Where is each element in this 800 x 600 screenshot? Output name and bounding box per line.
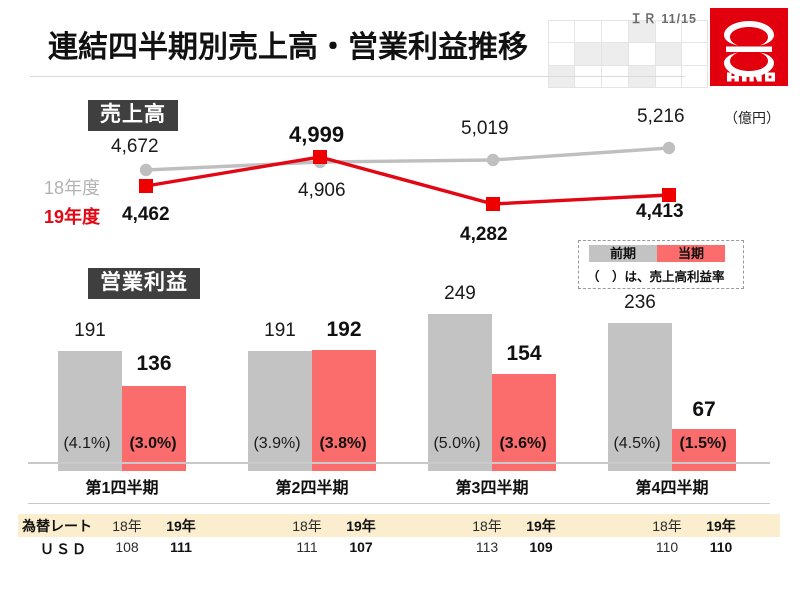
legend-swatch-prev: 前期 [589, 245, 657, 262]
bar-prev-q4 [608, 323, 672, 471]
legend-swatch-row: 前期 当期 [589, 245, 725, 262]
fx-usd-curr-q1: 111 [170, 539, 192, 555]
bar-label-prev-q2: 191 [264, 320, 296, 341]
sales-line-chart [0, 96, 800, 246]
fx-head-curr-q1: 19年 [166, 518, 196, 534]
fx-head-prev-q3: 18年 [472, 518, 502, 534]
sales-value-prev-q4: 5,216 [637, 106, 685, 127]
bar-label-prev-q1: 191 [74, 320, 106, 341]
page-title: 連結四半期別売上高・営業利益推移 [48, 31, 528, 64]
series-line-prev [145, 146, 670, 172]
bar-margin-prev-q3: (5.0%) [433, 435, 481, 452]
operating-income-section-chip: 営業利益 [88, 268, 200, 300]
bar-label-prev-q3: 249 [444, 283, 476, 304]
quarter-label-q1: 第1四半期 [85, 480, 159, 497]
fx-rate-table: 為替レート 18年 19年 18年 19年 18年 19年 18年 19年 ＵＳ… [18, 514, 780, 560]
fx-head-prev-q2: 18年 [292, 518, 322, 534]
fx-usd-prev-q1: 108 [115, 539, 139, 555]
quarter-label-q4: 第4四半期 [635, 480, 709, 497]
legend-note: （ ）は、売上高利益率 [587, 270, 725, 284]
fx-usd-prev-q3: 113 [475, 539, 499, 555]
sales-value-curr-q2: 4,999 [289, 122, 345, 147]
marker-curr-q2 [313, 150, 327, 164]
series-line-curr [145, 155, 670, 206]
fx-usd-row: ＵＳＤ 108 111 111 107 113 109 110 110 [18, 537, 780, 560]
marker-prev-q3 [486, 153, 500, 167]
sales-value-prev-q1: 4,672 [111, 136, 159, 157]
marker-curr-q1 [139, 179, 153, 193]
bar-prev-q3 [428, 314, 492, 471]
bar-margin-curr-q4: (1.5%) [679, 435, 727, 452]
bar-chart-baseline [28, 462, 770, 464]
marker-curr-q3 [486, 197, 500, 211]
fx-currency-label: ＵＳＤ [40, 541, 88, 557]
marker-prev-q4 [662, 141, 676, 155]
bar-margin-curr-q3: (3.6%) [499, 435, 547, 452]
sales-value-curr-q3: 4,282 [460, 224, 508, 245]
quarter-label-q3: 第3四半期 [455, 480, 529, 497]
hino-logo [710, 8, 788, 86]
bar-label-curr-q4: 67 [692, 398, 716, 421]
fx-head-prev-q1: 18年 [112, 518, 142, 534]
sales-legend-curr: 19年度 [44, 207, 101, 227]
chart-legend-box: 前期 当期 （ ）は、売上高利益率 [578, 240, 744, 289]
header-grid-decoration [548, 20, 708, 88]
fx-usd-curr-q2: 107 [349, 539, 373, 555]
bar-margin-prev-q1: (4.1%) [63, 435, 111, 452]
legend-swatch-curr: 当期 [657, 245, 725, 262]
ir-label: ＩＲ 11/15 [629, 12, 697, 26]
bar-prev-q2 [248, 351, 312, 471]
header-divider [30, 76, 685, 77]
bar-margin-curr-q1: (3.0%) [129, 435, 177, 452]
fx-caption: 為替レート [22, 518, 92, 534]
bar-margin-prev-q4: (4.5%) [613, 435, 661, 452]
bar-label-curr-q2: 192 [326, 318, 362, 341]
fx-table-top-divider [28, 503, 770, 504]
sales-unit-label: （億円） [724, 110, 780, 126]
bar-label-prev-q4: 236 [624, 292, 656, 313]
sales-section-chip: 売上高 [88, 100, 178, 132]
sales-value-prev-q3: 5,019 [461, 118, 509, 139]
fx-head-curr-q2: 19年 [346, 518, 376, 534]
fx-head-prev-q4: 18年 [652, 518, 682, 534]
quarter-label-q2: 第2四半期 [275, 480, 349, 497]
fx-usd-prev-q2: 111 [296, 539, 318, 555]
fx-head-curr-q3: 19年 [526, 518, 556, 534]
bar-label-curr-q1: 136 [136, 352, 172, 375]
fx-head-curr-q4: 19年 [706, 518, 736, 534]
bar-curr-q4 [672, 429, 736, 471]
fx-usd-prev-q4: 110 [655, 539, 679, 555]
bar-label-curr-q3: 154 [506, 342, 542, 365]
bar-margin-curr-q2: (3.8%) [319, 435, 367, 452]
bar-curr-q2 [312, 350, 376, 471]
sales-legend-prev: 18年度 [44, 178, 101, 198]
sales-value-prev-q2: 4,906 [298, 180, 346, 201]
operating-income-bar-chart [0, 296, 800, 471]
fx-header-row: 為替レート 18年 19年 18年 19年 18年 19年 18年 19年 [18, 514, 780, 537]
bar-prev-q1 [58, 351, 122, 471]
fx-usd-curr-q3: 109 [529, 539, 553, 555]
bar-curr-q3 [492, 374, 556, 471]
fx-usd-curr-q4: 110 [709, 539, 733, 555]
marker-prev-q1 [139, 163, 153, 177]
marker-curr-q4 [662, 188, 676, 202]
sales-value-curr-q1: 4,462 [122, 204, 170, 225]
bar-curr-q1 [122, 386, 186, 471]
bar-margin-prev-q2: (3.9%) [253, 435, 301, 452]
sales-value-curr-q4: 4,413 [636, 201, 684, 222]
